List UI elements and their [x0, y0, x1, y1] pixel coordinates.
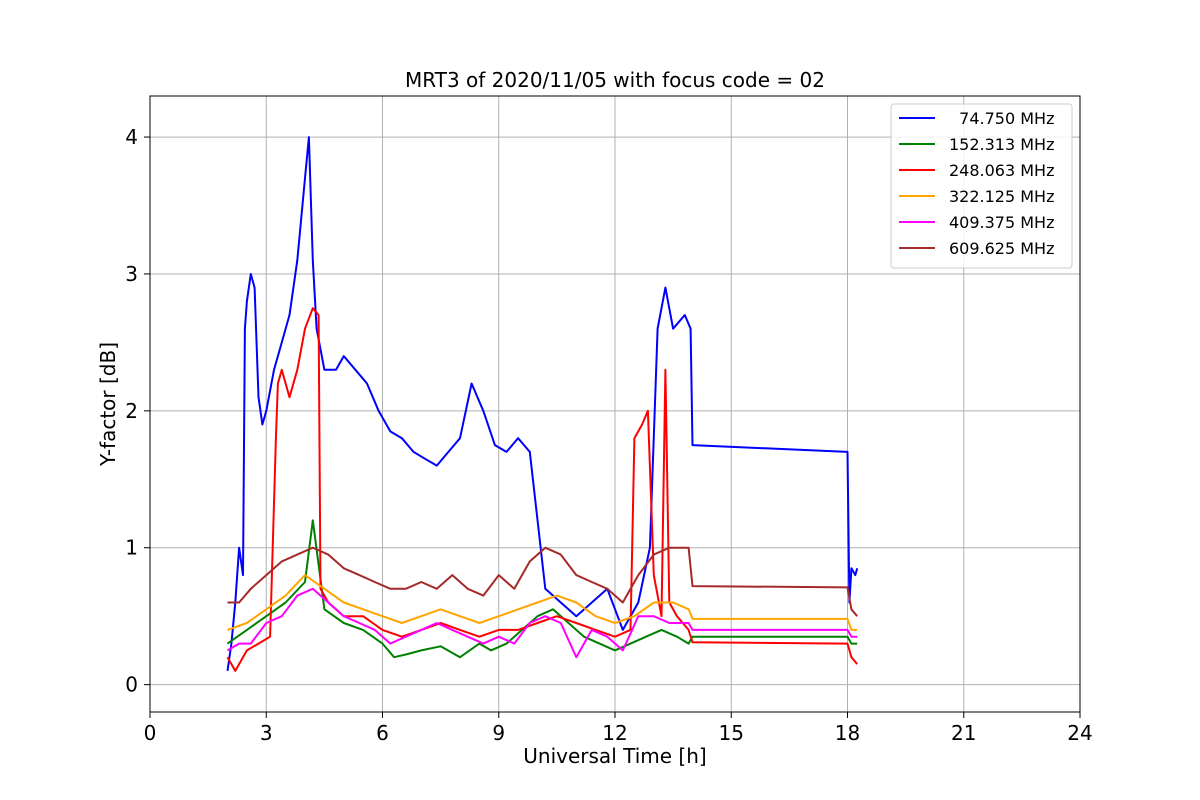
chart-title: MRT3 of 2020/11/05 with focus code = 02 [405, 68, 825, 92]
legend-entry-5: 609.625 MHz [949, 239, 1054, 258]
x-tick-label: 9 [492, 721, 505, 745]
y-tick-label: 3 [125, 262, 138, 286]
legend-entry-3: 322.125 MHz [949, 187, 1054, 206]
x-tick-label: 24 [1067, 721, 1092, 745]
x-tick-label: 3 [260, 721, 273, 745]
series-line-5 [227, 546, 858, 617]
x-axis-label: Universal Time [h] [523, 744, 706, 768]
series-line-0 [226, 136, 859, 672]
series-line-2 [226, 307, 858, 672]
x-tick-label: 0 [144, 721, 157, 745]
x-tick-label: 12 [602, 721, 627, 745]
x-tick-label: 18 [835, 721, 860, 745]
y-tick-label: 0 [125, 673, 138, 697]
legend-entry-0: 74.750 MHz [949, 109, 1054, 128]
legend-box [890, 103, 1073, 269]
series-line-1 [226, 519, 858, 659]
y-tick-label: 2 [125, 399, 138, 423]
series-line-4 [226, 587, 858, 659]
legend: 74.750 MHz 152.313 MHz 248.063 MHz 322.125 … [890, 103, 1073, 269]
y-axis-label: Y-factor [dB] [96, 342, 120, 467]
series-layer [226, 136, 859, 672]
x-tick-label: 21 [951, 721, 976, 745]
legend-entry-2: 248.063 MHz [949, 161, 1054, 180]
legend-entry-1: 152.313 MHz [949, 135, 1054, 154]
y-tick-label: 4 [125, 125, 138, 149]
x-tick-label: 15 [719, 721, 744, 745]
x-tick-label: 6 [376, 721, 389, 745]
series-line-3 [227, 574, 858, 631]
legend-entry-4: 409.375 MHz [949, 213, 1054, 232]
y-tick-label: 1 [125, 536, 138, 560]
